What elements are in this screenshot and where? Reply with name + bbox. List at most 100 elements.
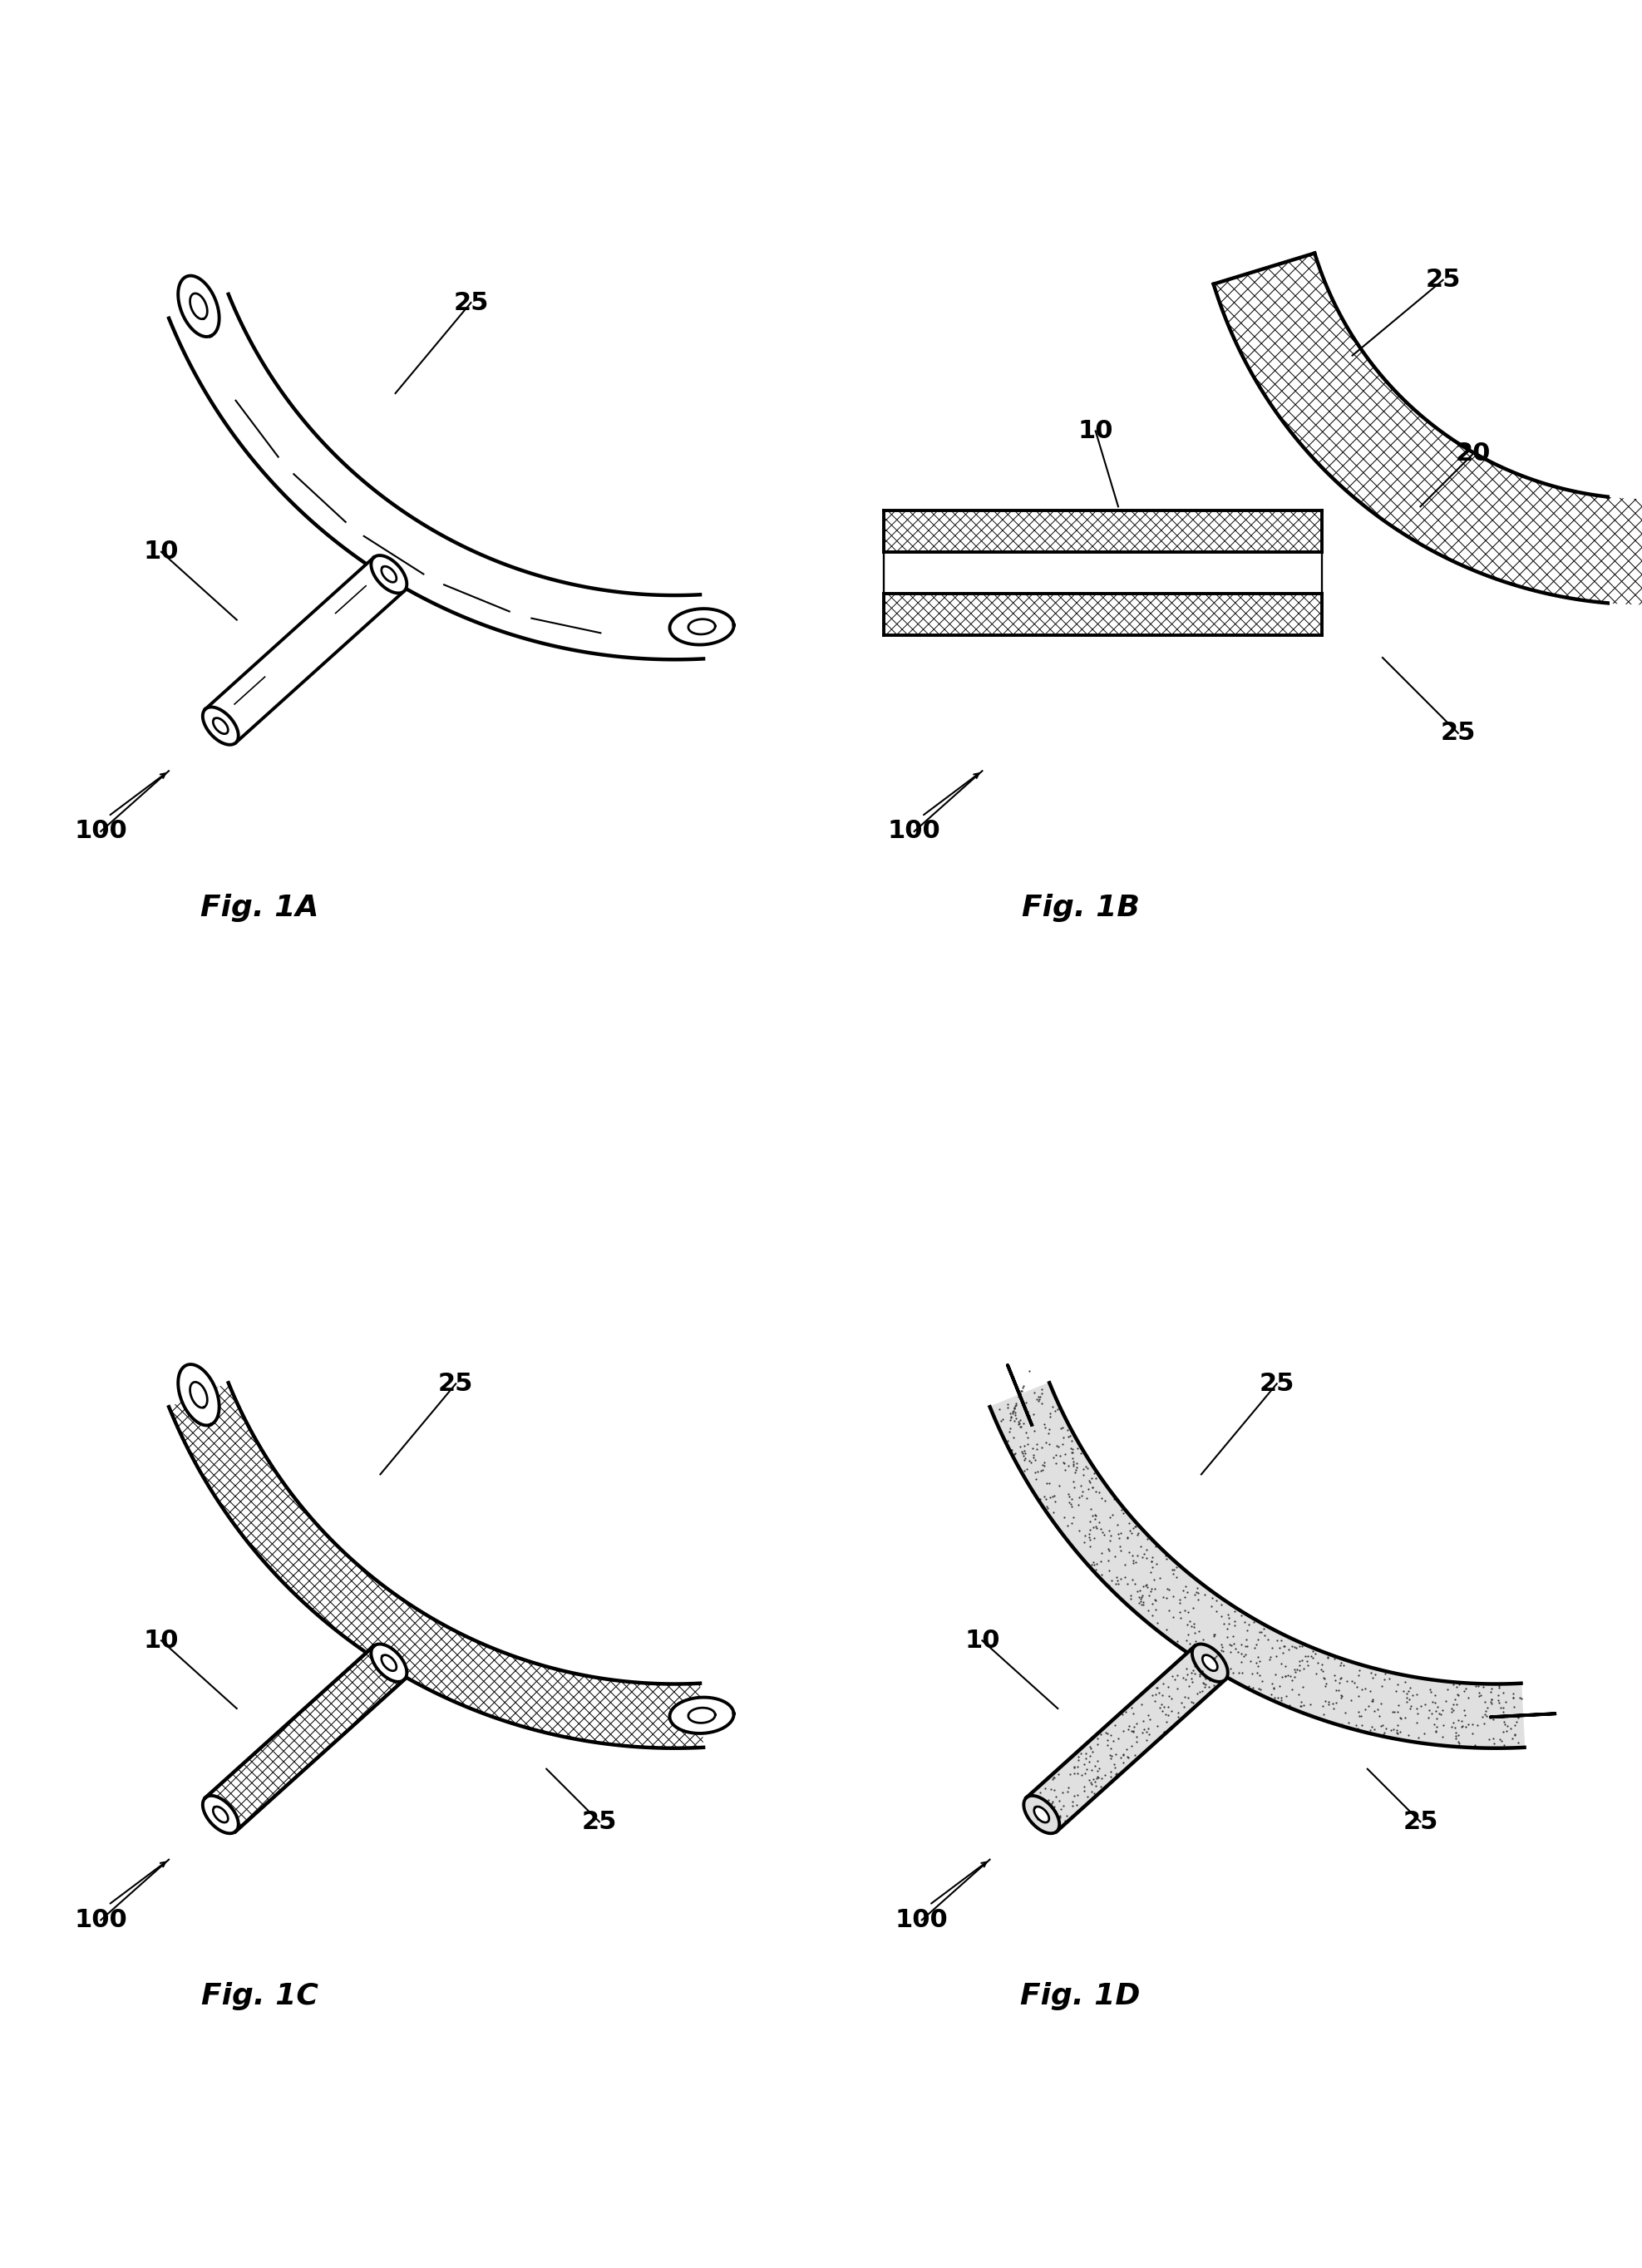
- Point: [1107, 1520, 1133, 1556]
- Point: [1010, 1368, 1036, 1404]
- Point: [1309, 1647, 1335, 1683]
- Point: [1268, 1681, 1294, 1717]
- Text: 25: 25: [1402, 1810, 1438, 1835]
- Point: [1166, 1581, 1192, 1617]
- Point: [1182, 1656, 1209, 1692]
- Point: [1486, 1676, 1512, 1712]
- Point: [1051, 1499, 1077, 1535]
- Point: [1417, 1672, 1443, 1708]
- Polygon shape: [169, 1383, 703, 1749]
- Point: [1121, 1565, 1148, 1601]
- Point: [1097, 1758, 1123, 1794]
- Point: [1097, 1740, 1123, 1776]
- Point: [1473, 1692, 1499, 1728]
- Point: [1125, 1538, 1151, 1574]
- Point: [1120, 1538, 1146, 1574]
- Point: [1033, 1792, 1059, 1828]
- Point: [1100, 1724, 1126, 1760]
- Text: 100: 100: [895, 1907, 949, 1932]
- Point: [1143, 1676, 1169, 1712]
- Point: [1023, 1454, 1049, 1490]
- Point: [998, 1431, 1025, 1467]
- Point: [1274, 1658, 1300, 1694]
- Point: [1133, 1540, 1159, 1576]
- Point: [1044, 1390, 1071, 1427]
- Point: [1501, 1717, 1527, 1753]
- Point: [1062, 1454, 1089, 1490]
- Point: [1471, 1696, 1498, 1733]
- Point: [1384, 1667, 1410, 1703]
- Point: [1008, 1372, 1034, 1408]
- Point: [1501, 1687, 1527, 1724]
- Polygon shape: [1491, 1715, 1555, 1717]
- Point: [1433, 1683, 1460, 1719]
- Point: [1397, 1669, 1424, 1706]
- Point: [1222, 1603, 1248, 1640]
- Point: [1128, 1588, 1154, 1624]
- Point: [1204, 1658, 1230, 1694]
- Point: [1452, 1674, 1478, 1710]
- Point: [1061, 1755, 1087, 1792]
- Point: [1053, 1452, 1079, 1488]
- Point: [1026, 1789, 1053, 1826]
- Point: [1057, 1431, 1084, 1467]
- Polygon shape: [213, 1808, 228, 1823]
- Point: [1223, 1631, 1250, 1667]
- Point: [1245, 1622, 1271, 1658]
- Point: [1520, 1696, 1547, 1733]
- Point: [1445, 1717, 1471, 1753]
- Point: [1034, 1783, 1061, 1819]
- Polygon shape: [688, 619, 716, 635]
- Point: [1200, 1617, 1227, 1653]
- Point: [1254, 1622, 1281, 1658]
- Point: [1470, 1669, 1496, 1706]
- Point: [1000, 1393, 1026, 1429]
- Point: [1312, 1660, 1338, 1696]
- Point: [1383, 1715, 1409, 1751]
- Point: [1028, 1796, 1054, 1833]
- Point: [1511, 1696, 1537, 1733]
- Point: [1491, 1728, 1517, 1765]
- Point: [1038, 1395, 1064, 1431]
- Point: [1082, 1762, 1108, 1799]
- Point: [1209, 1658, 1235, 1694]
- Point: [1171, 1690, 1197, 1726]
- Point: [1245, 1669, 1271, 1706]
- Polygon shape: [177, 1365, 218, 1424]
- Point: [1054, 1506, 1080, 1542]
- Point: [1031, 1771, 1057, 1808]
- Point: [1072, 1449, 1098, 1486]
- Point: [1284, 1631, 1310, 1667]
- Polygon shape: [381, 567, 396, 583]
- Point: [1054, 1418, 1080, 1454]
- Point: [1021, 1805, 1048, 1842]
- Point: [1039, 1783, 1066, 1819]
- Point: [1373, 1710, 1399, 1746]
- Point: [1322, 1658, 1348, 1694]
- Point: [1475, 1690, 1501, 1726]
- Point: [1273, 1678, 1299, 1715]
- Point: [1172, 1651, 1199, 1687]
- Point: [1502, 1717, 1529, 1753]
- Point: [1315, 1687, 1342, 1724]
- Point: [1120, 1712, 1146, 1749]
- Point: [1095, 1533, 1121, 1569]
- Point: [1041, 1495, 1067, 1531]
- Point: [1460, 1715, 1486, 1751]
- Point: [1258, 1676, 1284, 1712]
- Point: [1097, 1737, 1123, 1774]
- Point: [1064, 1445, 1090, 1481]
- Point: [1069, 1758, 1095, 1794]
- Point: [1419, 1685, 1445, 1721]
- Point: [1128, 1579, 1154, 1615]
- Point: [1131, 1535, 1158, 1572]
- Point: [1200, 1658, 1227, 1694]
- Point: [1177, 1626, 1204, 1662]
- Point: [1133, 1567, 1159, 1603]
- Point: [1123, 1545, 1149, 1581]
- Point: [1049, 1445, 1076, 1481]
- Point: [1079, 1767, 1105, 1803]
- Point: [1415, 1699, 1442, 1735]
- Point: [1271, 1628, 1297, 1665]
- Point: [1248, 1615, 1274, 1651]
